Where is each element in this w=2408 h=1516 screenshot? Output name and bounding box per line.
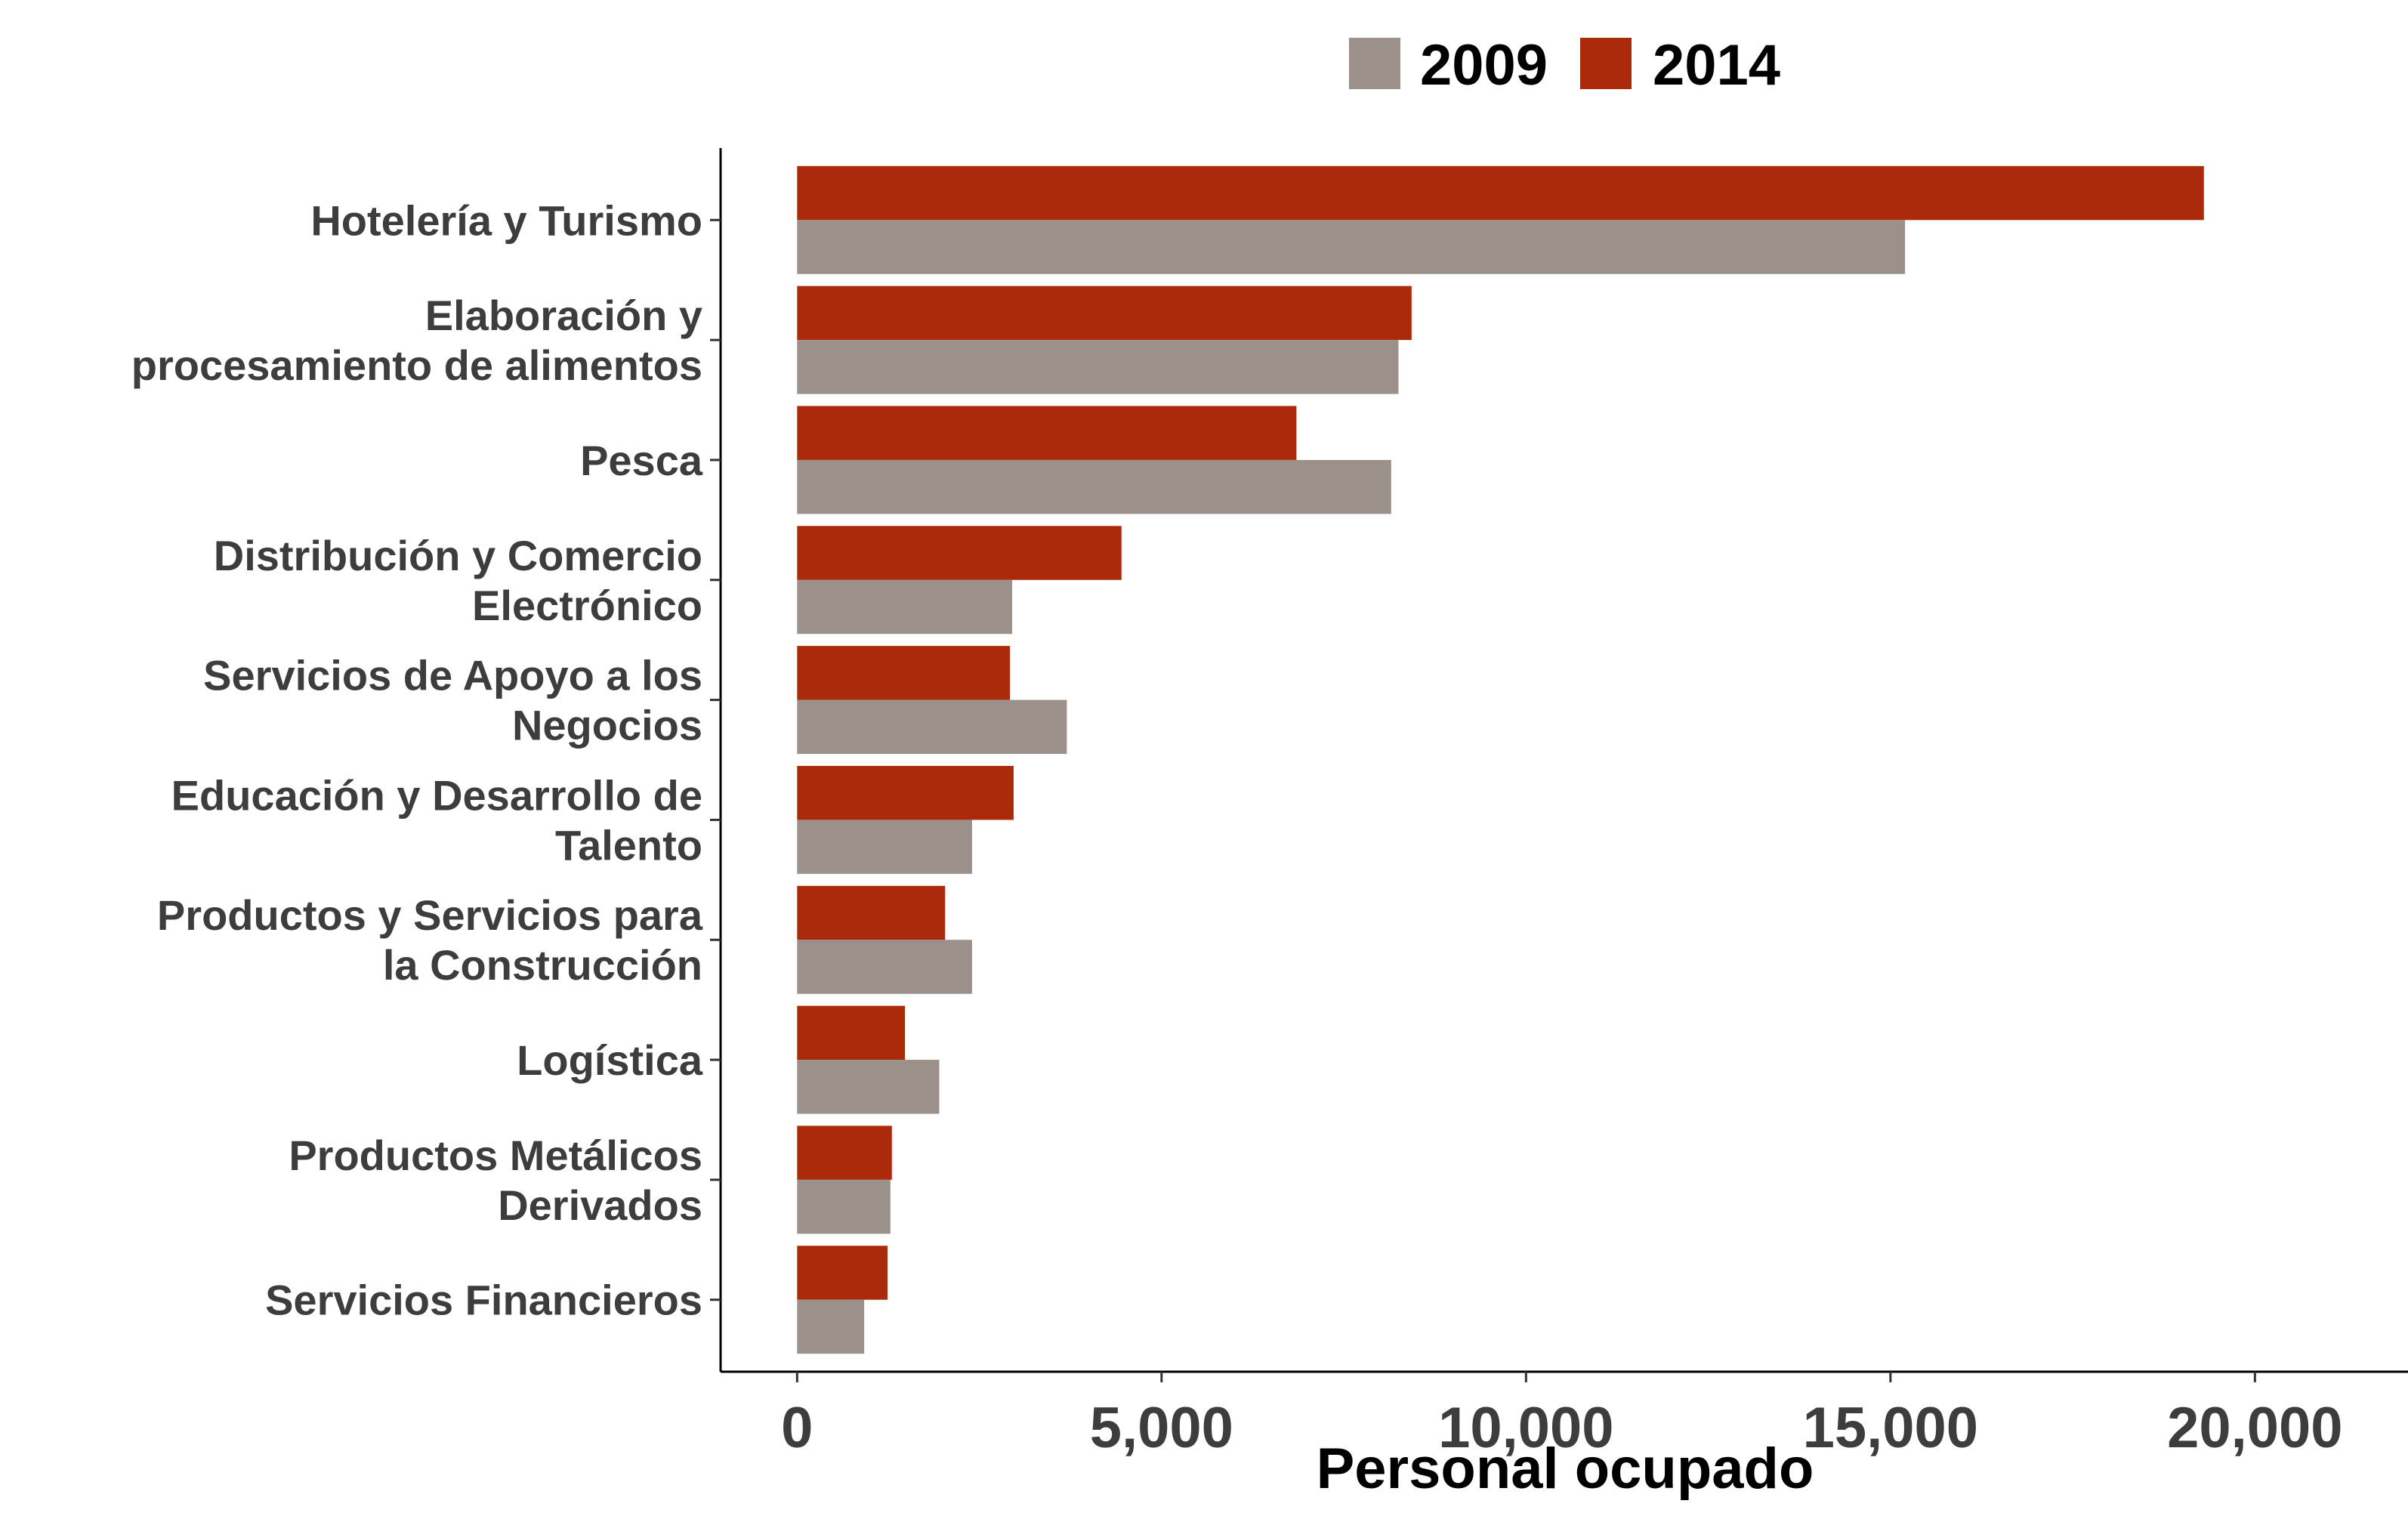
bar-2009 [797, 940, 972, 994]
category-label: Pesca [580, 437, 703, 484]
bar-2014 [797, 765, 1014, 820]
legend-swatch-2014 [1580, 38, 1632, 89]
x-tick-label: 0 [781, 1396, 813, 1460]
category-label: Logística [517, 1036, 703, 1084]
axes [710, 148, 2408, 1373]
x-tick-label: 15,000 [1803, 1396, 1978, 1460]
bar-2014 [797, 406, 1297, 460]
category-label: Educación y Desarrollo de Talento [171, 771, 702, 869]
bar-2014 [797, 1246, 888, 1300]
bars [797, 165, 2204, 1354]
bar-2014 [797, 1125, 892, 1180]
bar-2009 [797, 340, 1399, 394]
x-tick-label: 20,000 [2167, 1396, 2342, 1460]
bar-2014 [797, 526, 1122, 580]
bar-2009 [797, 579, 1013, 634]
category-label: Elaboración y procesamiento de alimentos [131, 292, 702, 389]
bar-2009 [797, 699, 1067, 755]
bar-2014 [797, 165, 2204, 221]
category-label: Hotelería y Turismo [310, 196, 702, 244]
category-label: Servicios de Apoyo a los Negocios [203, 652, 702, 749]
bar-2009 [797, 459, 1391, 514]
bar-2009 [797, 1060, 940, 1114]
category-label: Distribución y Comercio Electrónico [214, 532, 702, 629]
x-axis-ticks: 0 5,000 10,000 15,000 20,000 [781, 1372, 2343, 1460]
bar-2009 [797, 820, 972, 874]
legend-label-2014: 2014 [1653, 33, 1780, 97]
bar-2009 [797, 1179, 891, 1234]
bar-2014 [797, 646, 1011, 700]
bar-2009 [797, 1299, 865, 1354]
x-tick-label: 5,000 [1090, 1396, 1233, 1460]
bar-2014 [797, 885, 946, 940]
legend: 2009 2014 [1349, 33, 1780, 97]
x-tick-label: 10,000 [1438, 1396, 1613, 1460]
x-axis-title: Personal ocupado [1317, 1437, 1814, 1501]
category-label: Servicios Financieros [265, 1277, 702, 1324]
bar-2014 [797, 286, 1412, 341]
legend-swatch-2009 [1349, 38, 1400, 89]
category-label: Productos y Servicios para la Construcció… [157, 891, 703, 989]
legend-label-2009: 2009 [1420, 33, 1548, 97]
bar-2009 [797, 220, 1906, 274]
bar-2014 [797, 1005, 906, 1061]
category-labels: Hotelería y Turismo Elaboración y procesam… [131, 196, 703, 1323]
category-label: Productos Metálicos Derivados [289, 1132, 702, 1229]
